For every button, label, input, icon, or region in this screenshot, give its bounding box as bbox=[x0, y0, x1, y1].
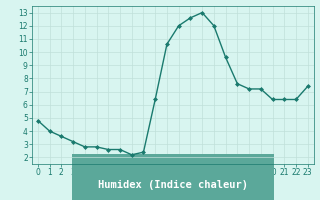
X-axis label: Humidex (Indice chaleur): Humidex (Indice chaleur) bbox=[98, 180, 248, 190]
